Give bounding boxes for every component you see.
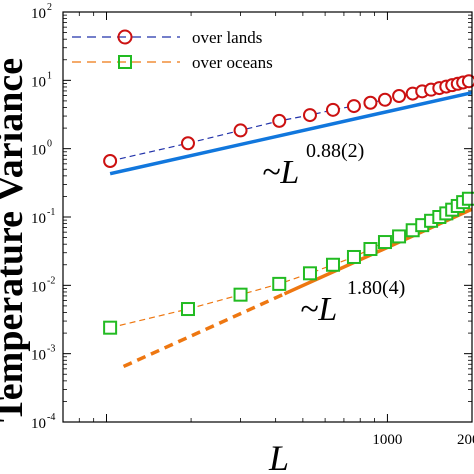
data-point-oceans [272,276,287,291]
legend: over lands over oceans [72,28,273,72]
data-point-oceans [392,229,407,244]
data-point-oceans [302,266,317,281]
fit-line-0 [109,90,473,176]
y-axis-label: Temperature Variance [0,58,31,422]
data-point-lands [363,95,378,110]
data-point-oceans [461,191,474,206]
y-axis-label-group: Temperature Variance [0,58,31,422]
y-tick-label-exponent: -1 [47,207,55,218]
x-tick-label: 1000 [372,432,402,448]
annotation-oceans: ~L 1.80(4) [300,277,405,328]
legend-marker-oceans [118,55,132,69]
data-series [103,74,474,335]
data-point-lands [233,123,248,138]
annotation-oceans-base: ~L [300,291,337,328]
legend-label-lands: over lands [192,28,262,47]
annotation-lands-exponent: 0.88(2) [306,140,364,162]
data-point-lands [377,92,392,107]
annotation-oceans-exponent: 1.80(4) [347,277,405,299]
x-axis-label: L [268,438,289,474]
x-tick-label: 2000 [457,432,474,448]
data-point-lands [180,136,195,151]
data-point-lands [392,88,407,103]
legend-marker-lands [117,29,133,45]
y-tick-label: 10 [31,74,46,90]
data-point-oceans [325,257,340,272]
data-point-lands [325,102,340,117]
data-point-oceans [103,320,118,335]
legend-label-oceans: over oceans [192,53,273,72]
y-tick-label-exponent: -2 [47,275,55,286]
data-point-oceans [233,287,248,302]
data-point-lands [103,153,118,168]
y-tick-label: 10 [31,6,46,22]
y-tick-label-exponent: 0 [47,139,52,150]
data-point-lands [302,108,317,123]
y-tick-label-exponent: -3 [47,344,55,355]
data-point-lands [461,74,474,89]
y-tick-label: 10 [31,211,46,227]
y-tick-label-exponent: 1 [47,70,52,81]
annotation-lands-base: ~L [262,154,299,191]
annotation-lands: ~L 0.88(2) [262,140,364,191]
y-tick-label: 10 [31,416,46,432]
data-point-lands [272,113,287,128]
data-point-oceans [377,235,392,250]
data-point-oceans [363,242,378,257]
y-tick-label: 10 [31,279,46,295]
y-tick-label: 10 [31,348,46,364]
data-point-oceans [180,302,195,317]
plot-frame [62,11,473,423]
y-tick-label-exponent: -4 [47,412,55,423]
y-tick-label: 10 [31,143,46,159]
y-tick-label-exponent: 2 [47,2,52,13]
data-point-oceans [346,249,361,264]
data-point-lands [346,99,361,114]
